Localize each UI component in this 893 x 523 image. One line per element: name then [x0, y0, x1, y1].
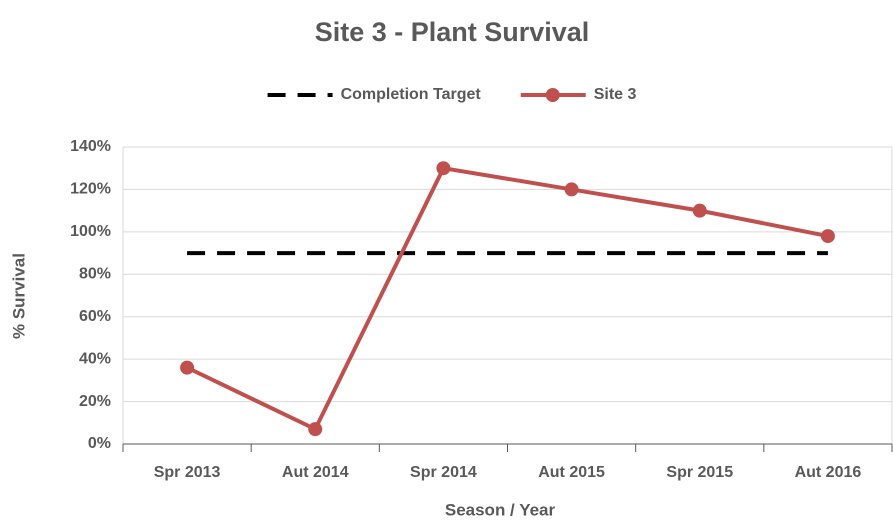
legend-label: Site 3 [594, 86, 637, 103]
data-point [692, 203, 707, 218]
data-point [308, 422, 323, 437]
data-point [180, 360, 195, 375]
x-tick-label: Aut 2015 [538, 464, 605, 481]
data-point [564, 182, 579, 197]
y-tick-label: 100% [70, 223, 111, 240]
y-tick-label: 80% [79, 266, 111, 283]
y-axis-title: % Survival [9, 253, 28, 339]
chart-title: Site 3 - Plant Survival [315, 17, 590, 47]
x-axis-title: Season / Year [445, 500, 556, 519]
data-point [436, 161, 451, 176]
x-tick-label: Spr 2015 [666, 464, 733, 481]
y-tick-label: 40% [79, 350, 111, 367]
y-tick-label: 0% [88, 435, 111, 452]
series-line [186, 165, 829, 432]
y-tick-label: 120% [70, 181, 111, 198]
legend-marker [545, 88, 560, 102]
y-tick-label: 140% [70, 138, 111, 155]
x-tick-label: Spr 2014 [410, 464, 477, 481]
x-tick-label: Aut 2014 [282, 464, 349, 481]
data-point [820, 229, 835, 244]
y-tick-label: 20% [79, 393, 111, 410]
y-tick-label: 60% [79, 308, 111, 325]
legend-label: Completion Target [341, 86, 482, 103]
x-tick-label: Spr 2013 [154, 464, 221, 481]
x-tick-label: Aut 2016 [795, 464, 862, 481]
legend: Completion Target Site 3 [267, 86, 637, 103]
